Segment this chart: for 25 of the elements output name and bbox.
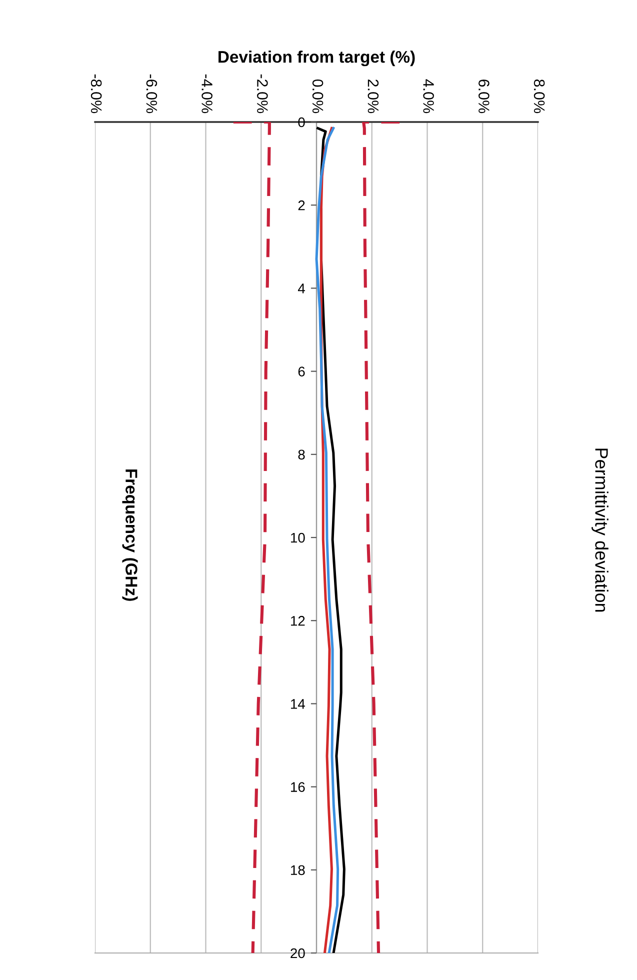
- y-axis-title: Frequency (GHz): [122, 469, 138, 601]
- y-tick-label: 4: [298, 284, 305, 294]
- x-tick-label: 0.0%: [312, 79, 324, 114]
- line-series: [362, 122, 402, 953]
- y-tick-label: 18: [291, 865, 305, 876]
- x-tick-label: 2.0%: [368, 80, 379, 114]
- y-tick-label: 20: [290, 948, 305, 958]
- x-axis-title: Deviation from target (%): [218, 50, 415, 66]
- line-series: [232, 122, 271, 953]
- line-series: [315, 126, 340, 953]
- x-tick-label: 6.0%: [478, 80, 490, 114]
- y-tick-label: 10: [291, 532, 305, 543]
- x-tick-label: -8.0%: [90, 74, 102, 114]
- y-tick-label: 12: [291, 616, 305, 626]
- y-tick-label: 8: [298, 450, 305, 460]
- y-tick-label: 14: [291, 699, 305, 709]
- x-tick-label: -2.0%: [257, 74, 268, 114]
- x-tick-label: -6.0%: [146, 74, 158, 114]
- x-tick-label: -4.0%: [202, 74, 212, 114]
- y-tick-label: 6: [298, 366, 305, 376]
- x-tick-label: 4.0%: [423, 79, 434, 114]
- y-tick-label: 2: [298, 200, 305, 210]
- x-tick-label: 8.0%: [534, 80, 545, 114]
- text: Permittivity deviation: [592, 448, 608, 612]
- y-tick-label: 16: [291, 782, 305, 792]
